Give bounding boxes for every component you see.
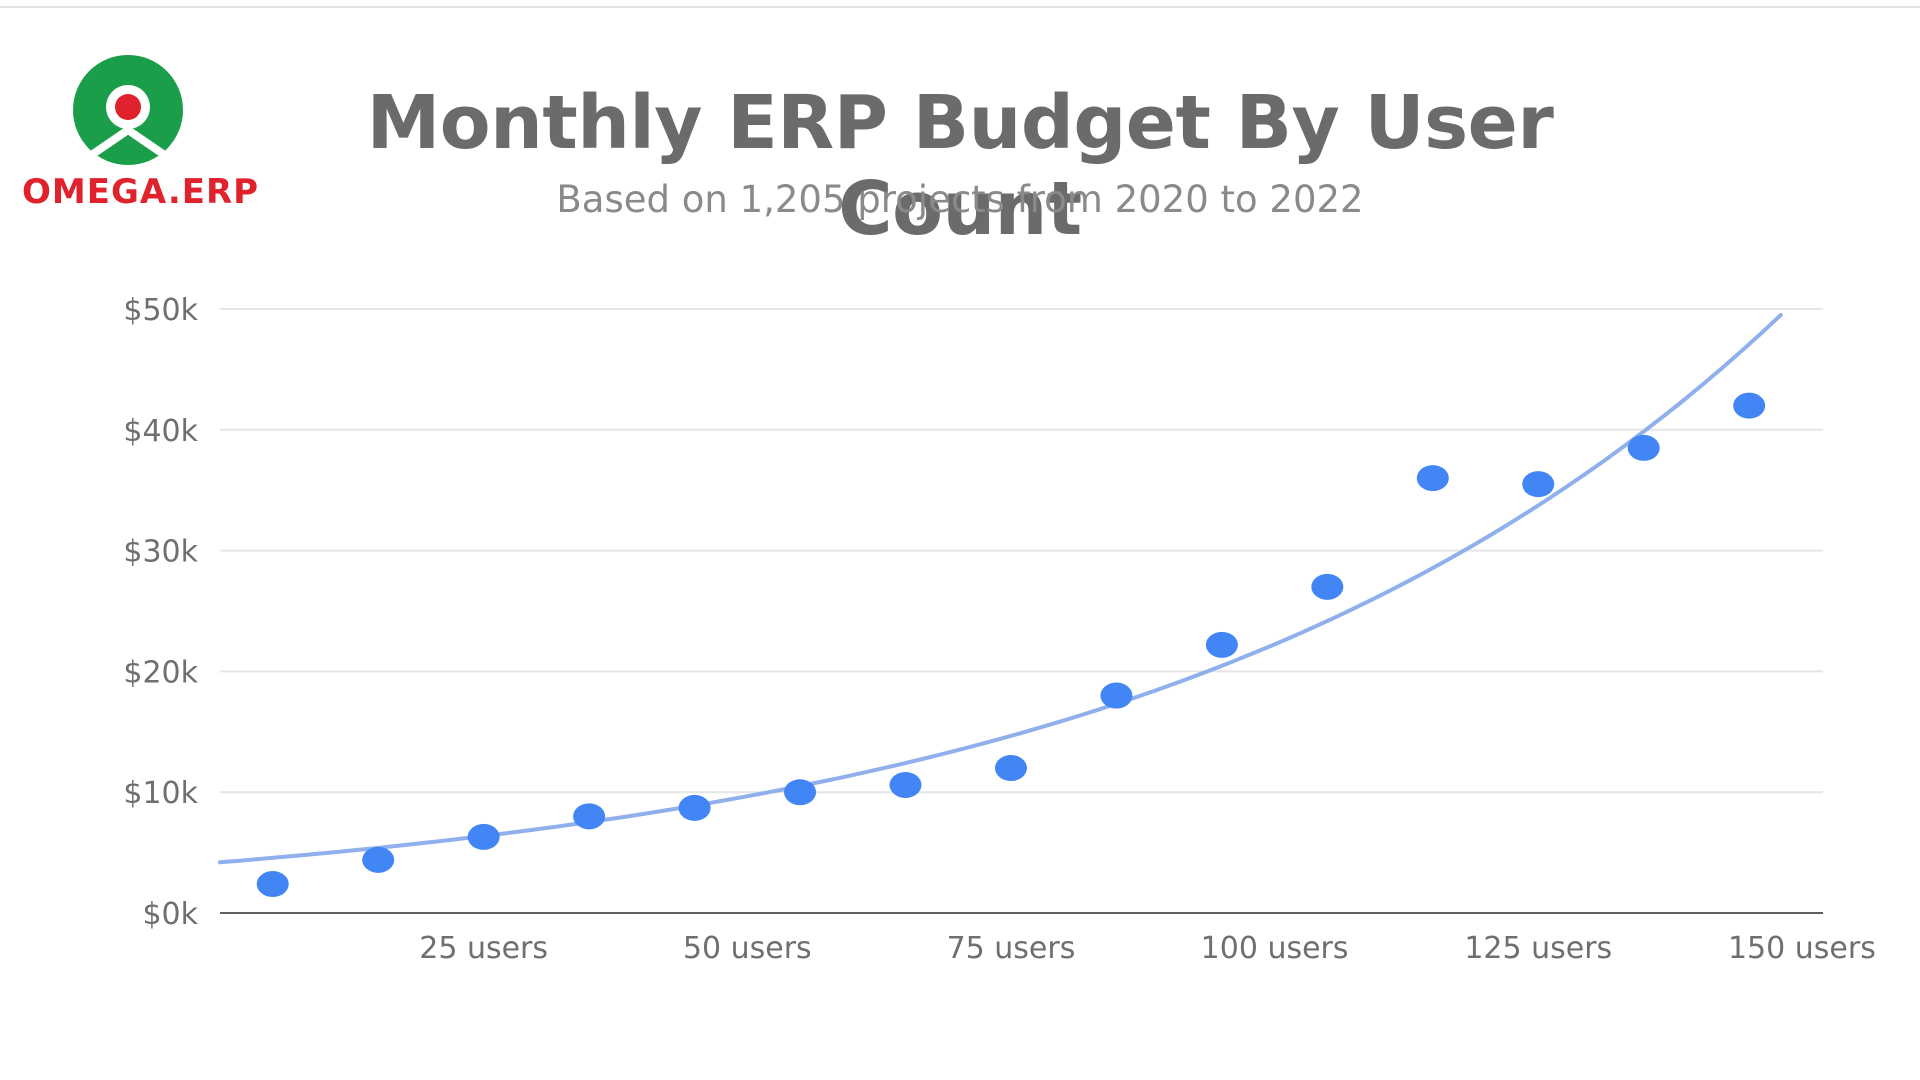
y-tick-label: $30k: [123, 535, 198, 570]
x-tick-label: 50 users: [683, 931, 812, 966]
data-point: [1416, 465, 1449, 492]
chart-title: Monthly ERP Budget By User Count: [366, 80, 1554, 252]
data-point: [256, 871, 289, 898]
top-divider: [0, 6, 1920, 8]
data-point: [362, 846, 395, 873]
data-point: [1100, 682, 1133, 709]
x-tick-label: 100 users: [1201, 931, 1349, 966]
data-point: [1522, 471, 1555, 498]
chart-subtitle: Based on 1,205 projects from 2020 to 202…: [556, 178, 1364, 221]
omega-erp-logo: OMEGA.ERP: [18, 52, 258, 212]
data-point: [1205, 631, 1238, 658]
data-point: [1627, 434, 1660, 461]
data-point: [1733, 392, 1766, 419]
x-tick-label: 125 users: [1464, 931, 1612, 966]
data-point: [1311, 573, 1344, 600]
brand-name: OMEGA.ERP: [22, 172, 260, 212]
y-tick-label: $0k: [142, 897, 198, 932]
trendline: [218, 313, 1783, 865]
y-tick-label: $10k: [123, 776, 198, 811]
y-tick-label: $50k: [123, 293, 198, 328]
data-point: [467, 823, 500, 850]
x-tick-label: 75 users: [947, 931, 1076, 966]
omega-logo-icon: [73, 55, 183, 165]
y-tick-label: $40k: [123, 414, 198, 449]
data-point: [889, 771, 922, 798]
data-point: [573, 803, 606, 830]
data-point: [994, 755, 1027, 782]
data-point: [784, 779, 817, 806]
x-tick-label: 150 users: [1728, 931, 1876, 966]
data-point: [678, 794, 711, 821]
x-tick-label: 25 users: [419, 931, 548, 966]
y-tick-label: $20k: [123, 655, 198, 690]
